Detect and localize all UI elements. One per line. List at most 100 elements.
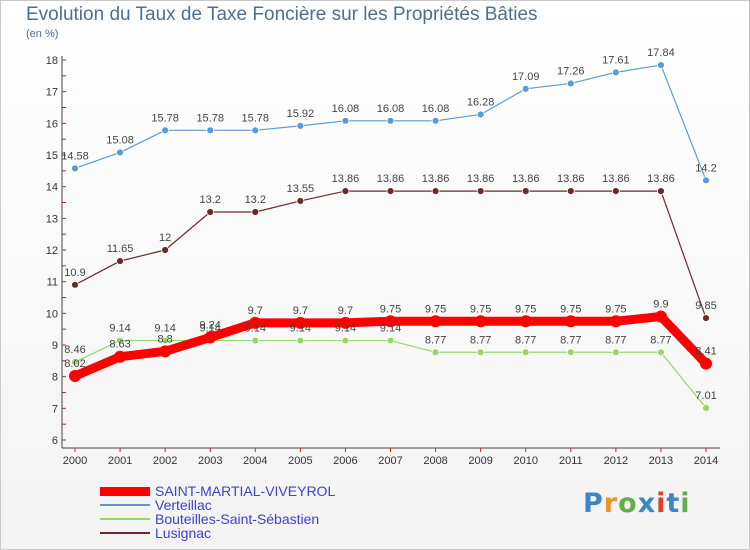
- data-point: [657, 61, 665, 69]
- data-label: 13.86: [332, 173, 360, 185]
- data-point: [206, 208, 215, 216]
- data-label: 15.78: [151, 112, 179, 124]
- data-label: 13.86: [512, 173, 540, 185]
- y-tick-label: 17: [46, 87, 58, 99]
- y-unit-label: (en %): [26, 28, 59, 40]
- legend-label: Lusignac: [155, 525, 212, 541]
- data-point: [161, 126, 170, 135]
- data-label: 13.86: [467, 173, 495, 185]
- data-point: [429, 315, 442, 328]
- data-label: 8.77: [605, 334, 626, 346]
- data-point: [339, 316, 352, 329]
- data-label: 8.8: [157, 333, 172, 345]
- y-tick-label: 6: [52, 435, 58, 447]
- data-label: 9.14: [335, 323, 356, 335]
- data-point: [204, 331, 217, 344]
- x-tick-label: 2000: [63, 455, 87, 467]
- data-point: [657, 187, 665, 196]
- legend-label: SAINT-MARTIAL-VIVEYROL: [155, 483, 336, 499]
- y-tick-label: 16: [46, 118, 58, 130]
- data-point: [521, 187, 530, 196]
- data-point: [431, 348, 440, 357]
- x-tick-label: 2011: [559, 455, 583, 467]
- data-label: 8.77: [515, 334, 536, 346]
- y-tick-label: 12: [46, 245, 58, 257]
- data-label: 9.85: [695, 300, 716, 312]
- x-tick-label: 2005: [288, 455, 312, 467]
- logo-letter: P: [583, 488, 604, 519]
- x-tick-label: 2007: [378, 455, 402, 467]
- y-tick-label: 7: [52, 403, 58, 415]
- data-label: 13.2: [245, 194, 266, 206]
- data-label: 13.55: [287, 183, 315, 195]
- legend-label: Bouteilles-Saint-Sébastien: [155, 511, 320, 527]
- x-tick-label: 2014: [694, 455, 718, 467]
- data-label: 13.86: [647, 173, 675, 185]
- data-point: [519, 315, 532, 328]
- data-label: 8.02: [64, 358, 85, 370]
- data-label: 9.14: [245, 323, 266, 335]
- data-point: [476, 187, 485, 196]
- data-point: [341, 187, 350, 196]
- data-label: 9.75: [515, 303, 536, 315]
- data-point: [294, 316, 307, 329]
- data-label: 11.65: [107, 243, 134, 255]
- data-point: [384, 315, 397, 328]
- logo-letter: x: [637, 488, 657, 519]
- data-point: [71, 164, 79, 173]
- data-point: [476, 348, 485, 357]
- y-tick-label: 11: [47, 277, 58, 289]
- data-point: [702, 176, 710, 185]
- line-chart: 6 7 8 9 10 11 12 13 14 15 16 17 18 2000 2001 2002 2003 20…: [46, 47, 720, 467]
- data-label: 17.26: [557, 65, 585, 77]
- y-tick-label: 14: [46, 182, 58, 194]
- data-label: 15.92: [287, 108, 315, 120]
- logo-letter: r: [603, 488, 619, 519]
- data-point: [161, 246, 170, 254]
- data-label: 13.86: [422, 173, 450, 185]
- data-point: [702, 404, 710, 412]
- data-point: [654, 310, 667, 323]
- data-point: [609, 315, 622, 328]
- data-point: [476, 110, 485, 119]
- logo-letter: i: [680, 488, 691, 519]
- y-tick-label: 15: [46, 150, 58, 162]
- data-point: [700, 357, 712, 370]
- data-point: [251, 336, 260, 345]
- data-point: [296, 336, 305, 345]
- y-tick-label: 9: [52, 340, 58, 352]
- legend-swatch: [100, 487, 150, 496]
- x-tick-label: 2012: [604, 455, 628, 467]
- data-point: [161, 336, 170, 345]
- y-tick-label: 13: [46, 213, 58, 225]
- data-point: [611, 348, 620, 357]
- data-point: [474, 315, 487, 328]
- logo-letter: o: [618, 488, 638, 519]
- data-label: 8.77: [425, 334, 446, 346]
- data-label: 12: [159, 232, 171, 244]
- data-point: [431, 187, 440, 196]
- data-point: [521, 84, 530, 93]
- data-point: [116, 257, 124, 265]
- data-point: [159, 345, 172, 358]
- x-tick-label: 2008: [423, 455, 447, 467]
- data-label: 9.14: [109, 323, 130, 335]
- x-tick-label: 2013: [649, 455, 673, 467]
- data-point: [611, 187, 620, 196]
- data-label: 13.2: [200, 194, 221, 206]
- data-label: 8.41: [695, 346, 716, 358]
- x-tick-label: 2002: [153, 455, 177, 467]
- x-tick-label: 2003: [198, 455, 222, 467]
- logo-letter: t: [666, 488, 681, 519]
- data-label: 9.75: [560, 303, 581, 315]
- data-label: 9.7: [338, 305, 353, 317]
- data-point: [251, 208, 260, 216]
- data-point: [657, 348, 665, 357]
- data-label: 13.86: [377, 173, 405, 185]
- data-point: [566, 79, 575, 88]
- legend-swatch: [100, 504, 150, 506]
- data-point: [71, 280, 79, 289]
- data-point: [251, 126, 260, 135]
- data-label: 9.75: [605, 303, 626, 315]
- data-label: 9.14: [154, 323, 175, 335]
